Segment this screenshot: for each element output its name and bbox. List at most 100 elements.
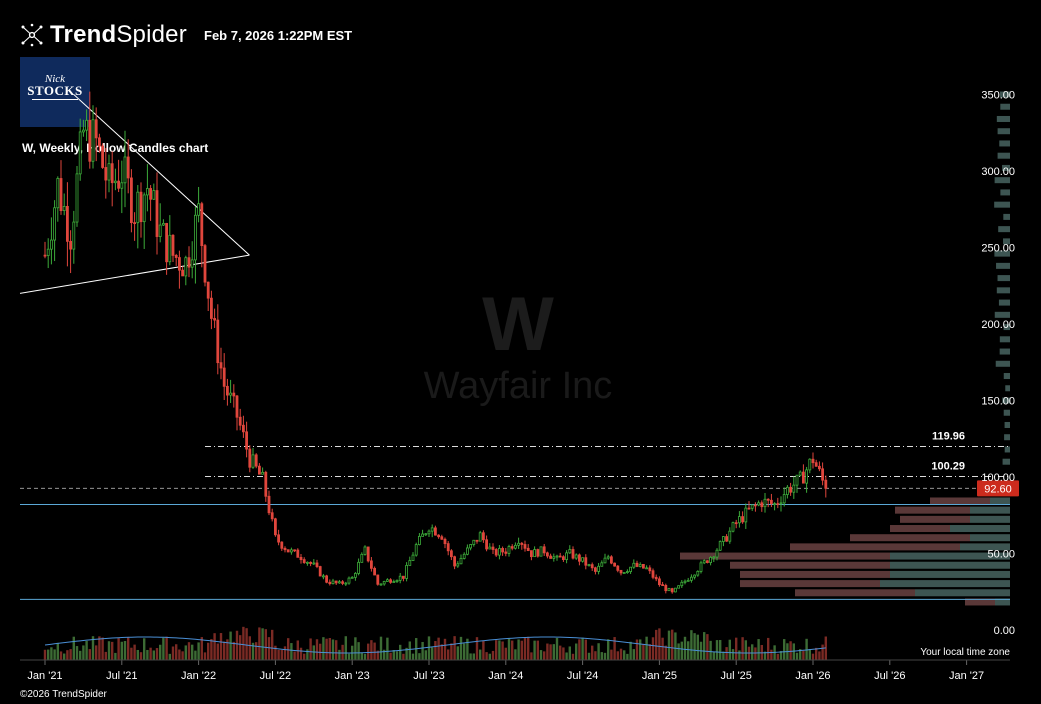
volume-bar xyxy=(114,652,117,660)
candle-body xyxy=(331,580,335,585)
volume-bar xyxy=(792,643,795,660)
volume-bar xyxy=(802,650,805,660)
candle-body xyxy=(504,551,508,554)
volume-profile-buy xyxy=(1002,164,1010,171)
candle-body xyxy=(305,561,309,564)
volume-bar xyxy=(664,645,667,660)
candle-body xyxy=(62,206,66,211)
candle-body xyxy=(107,163,111,181)
volume-bar xyxy=(466,638,469,660)
volume-profile-buy xyxy=(996,262,1010,269)
volume-profile-buy xyxy=(995,598,1010,606)
candle-body xyxy=(158,224,162,237)
candle-body xyxy=(670,588,674,593)
volume-bar xyxy=(725,647,728,660)
candle-body xyxy=(459,558,463,565)
candle-body xyxy=(337,581,341,584)
volume-bar xyxy=(383,649,386,660)
volume-bar xyxy=(744,640,747,660)
candle-body xyxy=(600,562,604,567)
candle-body xyxy=(750,504,754,509)
candle-body xyxy=(757,502,760,506)
candle-body xyxy=(715,549,719,558)
candle-body xyxy=(114,180,117,184)
candle-body xyxy=(469,544,473,549)
volume-bar xyxy=(392,650,395,660)
candle-body xyxy=(642,563,645,569)
candle-body xyxy=(389,579,393,583)
candle-body xyxy=(507,546,511,554)
volume-bar xyxy=(133,644,136,660)
volume-bar xyxy=(411,653,415,660)
volume-profile-buy xyxy=(999,140,1010,147)
candle-body xyxy=(501,548,505,553)
candle-body xyxy=(254,454,258,467)
volume-bar xyxy=(203,652,207,660)
candle-body xyxy=(456,563,460,567)
volume-bar xyxy=(680,641,683,660)
candle-body xyxy=(155,190,159,237)
candle-body xyxy=(251,454,255,468)
volume-profile-buy xyxy=(997,152,1010,159)
volume-bar xyxy=(527,636,530,660)
volume-bar xyxy=(511,640,514,660)
volume-bar xyxy=(741,637,744,660)
candle-body xyxy=(574,554,578,559)
candle-body xyxy=(145,188,149,196)
candle-body xyxy=(229,392,233,396)
volume-bar xyxy=(431,647,434,660)
candle-body xyxy=(494,549,498,556)
candle-body xyxy=(321,575,325,578)
candle-body xyxy=(702,560,706,564)
volume-bar xyxy=(472,653,475,660)
candle-body xyxy=(683,580,687,583)
volume-bar xyxy=(197,642,200,660)
volume-bar xyxy=(447,649,450,660)
volume-bar xyxy=(79,650,82,660)
candle-body xyxy=(542,546,546,554)
candle-body xyxy=(43,254,47,257)
volume-bar xyxy=(232,641,235,660)
candle-body xyxy=(117,180,120,189)
volume-bar xyxy=(370,640,373,660)
volume-profile-buy xyxy=(1002,397,1010,404)
candle-body xyxy=(680,581,684,587)
volume-bar xyxy=(600,652,603,660)
volume-profile-sell xyxy=(730,561,890,569)
volume-bar xyxy=(239,635,242,660)
x-tick-label: Jan '21 xyxy=(27,670,62,682)
volume-profile-sell xyxy=(740,580,880,588)
volume-bar xyxy=(296,640,299,660)
volume-bar xyxy=(603,652,607,660)
candle-body xyxy=(533,549,536,558)
volume-bar xyxy=(149,647,152,660)
last-price-badge xyxy=(977,480,1019,497)
x-tick-label: Jul '23 xyxy=(413,670,444,682)
volume-bar xyxy=(520,640,523,660)
x-tick-label: Jan '22 xyxy=(181,670,216,682)
volume-bar xyxy=(421,641,424,660)
volume-bar xyxy=(495,640,498,660)
candle-body xyxy=(129,177,133,224)
candle-body xyxy=(369,560,373,569)
candle-body xyxy=(478,532,482,542)
volume-bar xyxy=(731,649,735,660)
candle-body xyxy=(85,119,88,131)
volume-bar xyxy=(367,643,370,660)
candle-body xyxy=(763,498,767,508)
candle-body xyxy=(811,458,815,464)
chart-title: W, Weekly, Hollow Candles chart xyxy=(22,141,209,155)
volume-bar xyxy=(418,653,421,660)
volume-bar xyxy=(338,649,341,660)
candle-body xyxy=(350,576,354,579)
candle-body xyxy=(549,555,552,559)
volume-bar xyxy=(453,636,456,660)
candle-body xyxy=(594,567,597,572)
volume-bar xyxy=(101,637,104,660)
volume-bar xyxy=(607,639,610,660)
volume-bar xyxy=(315,639,319,660)
volume-bar xyxy=(88,649,91,660)
volume-bar xyxy=(325,638,328,660)
candle-body xyxy=(318,566,322,577)
